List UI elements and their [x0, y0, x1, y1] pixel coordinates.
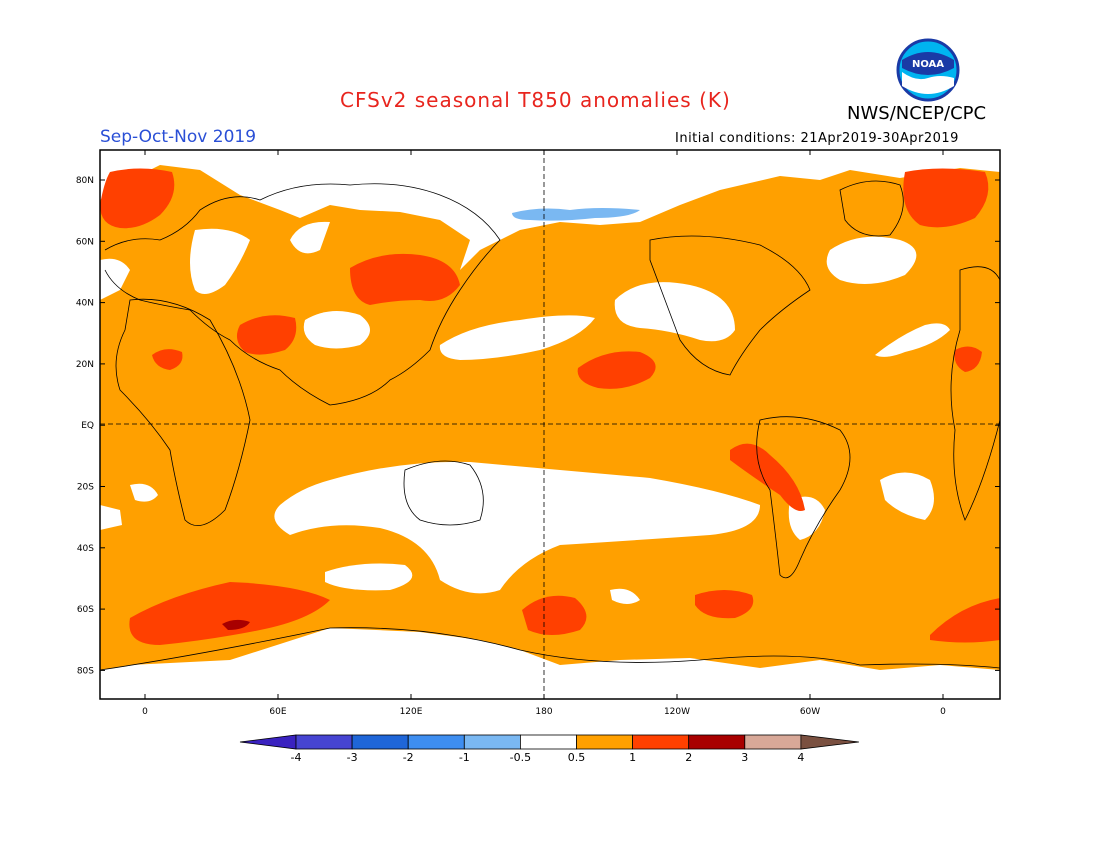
- anomaly-field: [100, 150, 1000, 699]
- colorbar-label: 3: [741, 751, 748, 764]
- map-frame: [99, 149, 1001, 700]
- chart-title: CFSv2 seasonal T850 anomalies (K): [340, 88, 731, 112]
- neutral-region-southern-ocean-west: [610, 588, 640, 604]
- strong-anomaly-greenland: [903, 168, 989, 228]
- neutral-region-europe: [190, 228, 250, 294]
- strong-anomaly-central-asia: [350, 253, 460, 305]
- noaa-logo-icon: NOAA: [896, 38, 960, 102]
- lon-tick-label: 60E: [269, 707, 286, 717]
- colorbar-label: 4: [797, 751, 804, 764]
- very-strong-anomaly-southern-ocean: [222, 619, 250, 630]
- neutral-region-caribbean: [875, 323, 950, 357]
- neutral-region-northamerica: [614, 282, 735, 342]
- neutral-region-westafrica-south: [100, 505, 122, 530]
- lat-tick-label: 80S: [77, 666, 94, 676]
- coastlines: [100, 180, 1000, 671]
- strong-anomaly-pacific: [577, 351, 656, 389]
- lon-tick-label: 60W: [800, 707, 820, 717]
- colorbar-high-arrow: [800, 734, 859, 750]
- strong-anomaly-weddell: [930, 598, 1000, 643]
- strong-anomaly-sahara: [152, 349, 183, 370]
- colorbar-label: 2: [685, 751, 692, 764]
- neutral-region-east-atlantic: [130, 483, 158, 502]
- season-label: Sep-Oct-Nov 2019: [100, 127, 257, 147]
- lat-tick-label: 60N: [76, 237, 94, 247]
- colorbar-low-arrow: [239, 734, 297, 750]
- strong-anomaly-southern-ocean-africa: [129, 582, 330, 645]
- colorbar-swatch: [632, 734, 690, 750]
- lat-tick-label: 40S: [77, 544, 94, 554]
- colorbar-label: -3: [347, 751, 358, 764]
- colorbar-label: -0.5: [510, 751, 531, 764]
- colorbar-label: -4: [291, 751, 302, 764]
- lat-tick-label: 40N: [76, 299, 94, 309]
- strong-anomaly-southern-ocean-central: [522, 595, 587, 635]
- colorbar-label: -1: [459, 751, 470, 764]
- colorbar-label: 1: [629, 751, 636, 764]
- strong-anomaly-andes: [730, 443, 805, 511]
- neutral-region-southpacific: [274, 461, 760, 594]
- colorbar-swatch: [688, 734, 746, 750]
- lon-tick-label: 0: [142, 707, 148, 717]
- logo-text: NOAA: [912, 59, 944, 70]
- lon-tick-label: 120W: [664, 707, 690, 717]
- colorbar-swatch: [576, 734, 633, 750]
- strong-anomaly-arabia: [236, 315, 297, 355]
- strong-anomaly-south-atlantic-east: [954, 346, 982, 372]
- colorbar-swatch: [295, 734, 353, 750]
- colorbar-label: -2: [403, 751, 414, 764]
- colorbar-swatch: [744, 734, 802, 750]
- agency-label: NWS/NCEP/CPC: [847, 103, 987, 124]
- neutral-region-siberia: [290, 221, 330, 254]
- strong-anomaly-southern-ocean-east: [695, 590, 754, 619]
- colorbar-swatch: [520, 734, 577, 750]
- neutral-region-southindian: [325, 563, 413, 591]
- neutral-region-southatlantic: [880, 472, 934, 520]
- colorbar-swatch: [351, 734, 409, 750]
- latitude-axis: 80N 60N 40N 20N EQ 20S 40S 60S 80S: [76, 176, 1000, 676]
- lon-tick-label: 180: [535, 707, 552, 717]
- lat-tick-label: 20N: [76, 360, 94, 370]
- colorbar: -4 -3 -2 -1 -0.5 0.5 1 2 3 4: [239, 734, 859, 764]
- neutral-region-greenland: [826, 236, 917, 284]
- longitude-axis: 0 60E 120E 180 120W 60W 0: [142, 150, 946, 717]
- neutral-region-tibet: [303, 311, 370, 349]
- lat-tick-label: 20S: [77, 483, 94, 493]
- colorbar-swatch: [407, 734, 465, 750]
- initial-conditions-label: Initial conditions: 21Apr2019-30Apr2019: [675, 131, 959, 146]
- lat-tick-label: 60S: [77, 605, 94, 615]
- lon-tick-label: 120E: [400, 707, 423, 717]
- neutral-region-westafrica: [100, 258, 130, 300]
- colorbar-label: 0.5: [568, 751, 586, 764]
- lat-tick-label: 80N: [76, 176, 94, 186]
- neutral-region-antarctic: [100, 628, 1000, 699]
- colorbar-swatch: [463, 734, 521, 750]
- neutral-region-northpacific: [439, 315, 595, 360]
- lon-tick-label: 0: [940, 707, 946, 717]
- lat-tick-label: EQ: [81, 421, 94, 431]
- strong-anomaly-scandinavia: [100, 168, 175, 229]
